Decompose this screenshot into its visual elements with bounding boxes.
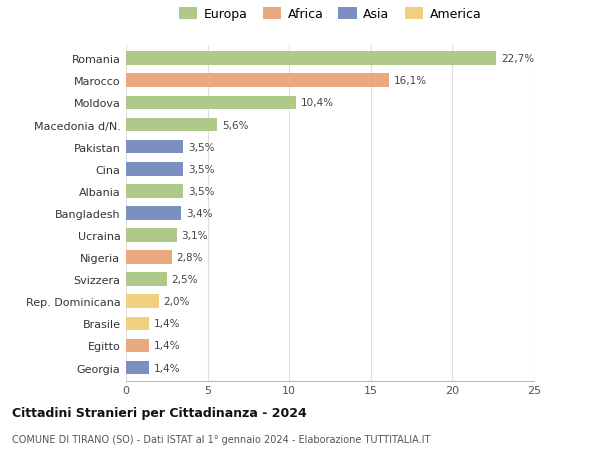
Bar [126, 52, 496, 66]
Text: 3,5%: 3,5% [188, 142, 215, 152]
Bar [126, 295, 158, 308]
Text: 5,6%: 5,6% [222, 120, 249, 130]
Text: 3,5%: 3,5% [188, 164, 215, 174]
Bar [126, 339, 149, 353]
Text: 1,4%: 1,4% [154, 363, 180, 373]
Bar [126, 96, 296, 110]
Bar [126, 251, 172, 264]
Bar [126, 74, 389, 88]
Bar [126, 317, 149, 330]
Text: 10,4%: 10,4% [301, 98, 334, 108]
Text: 2,0%: 2,0% [164, 297, 190, 307]
Text: Cittadini Stranieri per Cittadinanza - 2024: Cittadini Stranieri per Cittadinanza - 2… [12, 406, 307, 419]
Bar [126, 118, 217, 132]
Text: COMUNE DI TIRANO (SO) - Dati ISTAT al 1° gennaio 2024 - Elaborazione TUTTITALIA.: COMUNE DI TIRANO (SO) - Dati ISTAT al 1°… [12, 434, 430, 444]
Bar [126, 140, 183, 154]
Text: 1,4%: 1,4% [154, 341, 180, 351]
Text: 1,4%: 1,4% [154, 319, 180, 329]
Text: 3,5%: 3,5% [188, 186, 215, 196]
Legend: Europa, Africa, Asia, America: Europa, Africa, Asia, America [173, 3, 487, 26]
Bar [126, 162, 183, 176]
Bar [126, 207, 181, 220]
Text: 2,8%: 2,8% [176, 252, 203, 263]
Bar [126, 185, 183, 198]
Text: 22,7%: 22,7% [502, 54, 535, 64]
Text: 3,1%: 3,1% [181, 230, 208, 241]
Text: 3,4%: 3,4% [187, 208, 213, 218]
Bar [126, 361, 149, 375]
Text: 16,1%: 16,1% [394, 76, 427, 86]
Bar [126, 273, 167, 286]
Bar [126, 229, 176, 242]
Text: 2,5%: 2,5% [172, 274, 198, 285]
